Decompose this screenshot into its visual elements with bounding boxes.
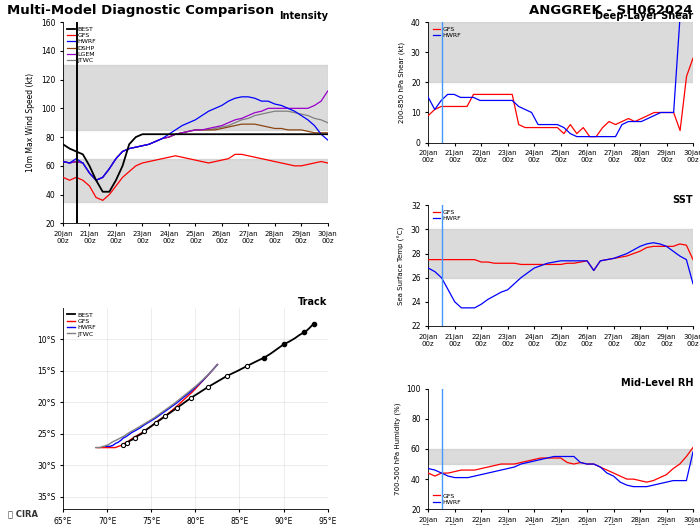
Legend: GFS, HWRF: GFS, HWRF: [431, 208, 463, 223]
Text: Track: Track: [298, 297, 328, 307]
Legend: GFS, HWRF: GFS, HWRF: [431, 25, 463, 39]
Text: Intensity: Intensity: [279, 11, 328, 22]
Legend: GFS, HWRF: GFS, HWRF: [431, 492, 463, 506]
Bar: [63, 159, 328, 202]
Text: ANGGREK - SH062024: ANGGREK - SH062024: [529, 4, 693, 17]
Bar: [63, 65, 328, 130]
Bar: [428, 22, 693, 82]
Text: Multi-Model Diagnostic Comparison: Multi-Model Diagnostic Comparison: [7, 4, 274, 17]
Text: Mid-Level RH: Mid-Level RH: [620, 378, 693, 388]
Bar: [428, 229, 693, 278]
Y-axis label: 200-850 hPa Shear (kt): 200-850 hPa Shear (kt): [399, 42, 405, 123]
Legend: BEST, GFS, HWRF, JTWC: BEST, GFS, HWRF, JTWC: [66, 311, 97, 338]
Y-axis label: 10m Max Wind Speed (kt): 10m Max Wind Speed (kt): [27, 73, 35, 172]
Y-axis label: 700-500 hPa Humidity (%): 700-500 hPa Humidity (%): [394, 403, 400, 495]
Legend: BEST, GFS, HWRF, DSHP, LGEM, JTWC: BEST, GFS, HWRF, DSHP, LGEM, JTWC: [66, 25, 97, 65]
Text: SST: SST: [673, 195, 693, 205]
Text: ⦾ CIRA: ⦾ CIRA: [8, 510, 38, 519]
Text: Deep-Layer Shear: Deep-Layer Shear: [595, 11, 693, 22]
Bar: [428, 449, 693, 464]
Y-axis label: Sea Surface Temp (°C): Sea Surface Temp (°C): [398, 226, 405, 305]
